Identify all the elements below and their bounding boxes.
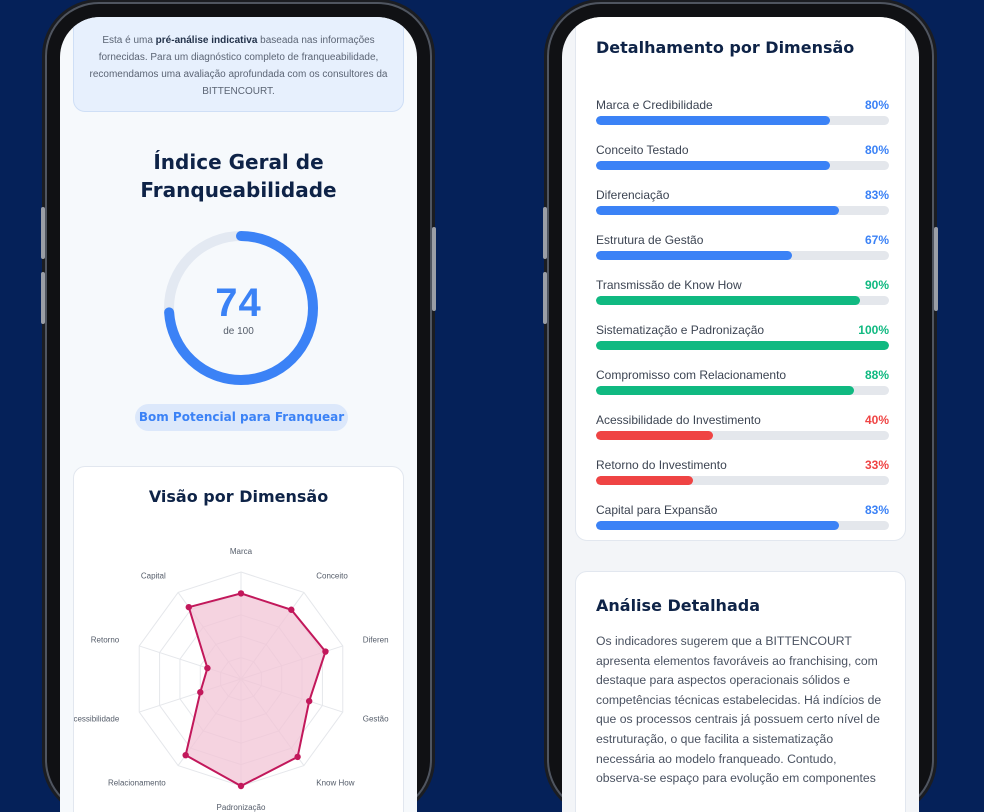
dimension-bar-fill xyxy=(596,206,840,215)
dimension-row: Sistematização e Padronização 100% xyxy=(596,323,889,363)
radar-axis-label: Capital xyxy=(141,571,166,580)
score-value: 74 xyxy=(215,281,262,325)
dimension-bar-fill xyxy=(596,431,714,440)
disclaimer-text-bold: pré-análise indicativa xyxy=(155,35,258,46)
radar-point xyxy=(197,689,204,696)
dimension-bar-fill xyxy=(596,161,831,170)
analysis-card: Análise Detalhada Os indicadores sugerem… xyxy=(575,571,906,812)
dimension-bar-fill xyxy=(596,251,793,260)
dimension-name: Estrutura de Gestão xyxy=(596,233,704,247)
phone-frame-left: Esta é uma pré-análise indicativa basead… xyxy=(41,4,436,812)
radar-axis-label: Conceito xyxy=(316,571,348,580)
dimension-row: Marca e Credibilidade 80% xyxy=(596,98,889,138)
dimension-bar-fill xyxy=(596,341,889,350)
radar-data-area xyxy=(184,592,327,788)
dimension-value: 100% xyxy=(858,323,889,337)
dimension-name: Diferenciação xyxy=(596,188,670,202)
disclaimer-box: Esta é uma pré-análise indicativa basead… xyxy=(73,17,404,112)
disclaimer-text-pre: Esta é uma xyxy=(102,35,156,46)
dimension-bar-track xyxy=(596,386,889,395)
disclaimer-text-post: baseada nas informações fornecidas. Para… xyxy=(89,35,388,97)
potential-badge: Bom Potencial para Franquear xyxy=(135,404,348,431)
radar-axis-label: Marca xyxy=(230,547,253,556)
radar-point xyxy=(182,751,189,759)
radar-axis-label: Diferen xyxy=(363,635,389,644)
detail-title: Detalhamento por Dimensão xyxy=(596,38,855,57)
radar-point xyxy=(288,606,295,613)
gauge-progress-arc xyxy=(164,231,318,385)
dimension-row: Capital para Expansão 83% xyxy=(596,503,889,543)
dimension-detail-card: Detalhamento por Dimensão Marca e Credib… xyxy=(575,17,906,541)
dimension-name: Acessibilidade do Investimento xyxy=(596,413,761,427)
power-button xyxy=(432,227,436,311)
dimension-bar-fill xyxy=(596,386,854,395)
radar-axis-label: Retorno xyxy=(91,635,120,644)
dimension-bar-track xyxy=(596,476,889,485)
radar-axis-label: Gestão xyxy=(363,715,389,724)
radar-axis-label: Relacionamento xyxy=(108,779,166,788)
dimension-bar-fill xyxy=(596,296,860,305)
dimension-value: 80% xyxy=(864,143,889,157)
dimension-bar-track xyxy=(596,206,889,215)
dimension-bar-track xyxy=(596,251,889,260)
dimension-bar-track xyxy=(596,116,889,125)
dimension-row: Estrutura de Gestão 67% xyxy=(596,233,889,273)
dimension-row: Acessibilidade do Investimento 40% xyxy=(596,413,889,453)
radar-point xyxy=(204,664,211,672)
dimension-bar-fill xyxy=(596,521,840,530)
radar-point xyxy=(237,590,245,597)
score-gauge xyxy=(164,231,318,385)
dimension-value: 33% xyxy=(864,458,889,472)
phone-frame-right: Detalhamento por Dimensão Marca e Credib… xyxy=(543,4,938,812)
dimension-value: 40% xyxy=(864,413,889,427)
dimension-row: Transmissão de Know How 90% xyxy=(596,278,889,318)
radar-title: Visão por Dimensão xyxy=(148,487,329,506)
phone-screen-left[interactable]: Esta é uma pré-análise indicativa basead… xyxy=(60,17,417,812)
dimension-bar-fill xyxy=(596,476,693,485)
volume-up-button xyxy=(543,207,547,259)
dimension-value: 90% xyxy=(864,278,889,292)
dimension-value: 67% xyxy=(864,233,889,247)
dimension-row: Retorno do Investimento 33% xyxy=(596,458,889,498)
dimension-name: Sistematização e Padronização xyxy=(596,323,765,337)
power-button xyxy=(934,227,938,311)
dimension-value: 83% xyxy=(864,188,889,202)
dimension-bar-track xyxy=(596,161,889,170)
radar-axis-label: Know How xyxy=(316,779,354,788)
dimension-name: Marca e Credibilidade xyxy=(596,98,713,112)
analysis-body: Os indicadores sugerem que a BITTENCOURT… xyxy=(596,634,882,786)
analysis-title: Análise Detalhada xyxy=(596,596,760,615)
radar-chart: Marca Conceito Diferen Gestão Know How Padron… xyxy=(74,547,389,812)
dimension-name: Transmissão de Know How xyxy=(596,278,742,292)
dimension-row: Diferenciação 83% xyxy=(596,188,889,228)
radar-point xyxy=(294,753,301,761)
dimension-bar-fill xyxy=(596,116,831,125)
dimension-bar-track xyxy=(596,296,889,305)
dimension-row: Compromisso com Relacionamento 88% xyxy=(596,368,889,408)
dimension-bar-track xyxy=(596,521,889,530)
radar-point xyxy=(322,648,329,655)
radar-axis-label: Acessibilidade xyxy=(74,715,120,724)
dimension-value: 83% xyxy=(864,503,889,517)
radar-point xyxy=(305,697,313,705)
dimension-name: Conceito Testado xyxy=(596,143,689,157)
score-subtitle: de 100 xyxy=(223,326,254,337)
dimension-row: Conceito Testado 80% xyxy=(596,143,889,183)
dimension-name: Capital para Expansão xyxy=(596,503,718,517)
radar-point xyxy=(237,782,245,790)
dimension-bar-track xyxy=(596,341,889,350)
radar-point xyxy=(185,603,192,611)
volume-up-button xyxy=(41,207,45,259)
dimension-bar-track xyxy=(596,431,889,440)
dimension-name: Retorno do Investimento xyxy=(596,458,727,472)
volume-down-button xyxy=(543,272,547,324)
dimension-value: 88% xyxy=(864,368,889,382)
volume-down-button xyxy=(41,272,45,324)
dimension-name: Compromisso com Relacionamento xyxy=(596,368,787,382)
radar-axis-label: Padronização xyxy=(217,803,266,812)
dimension-value: 80% xyxy=(864,98,889,112)
index-title: Índice Geral de Franqueabilidade xyxy=(140,150,337,202)
phone-screen-right[interactable]: Detalhamento por Dimensão Marca e Credib… xyxy=(562,17,919,812)
radar-card: Visão por Dimensão Marca Conceito Diferen G… xyxy=(73,466,404,812)
